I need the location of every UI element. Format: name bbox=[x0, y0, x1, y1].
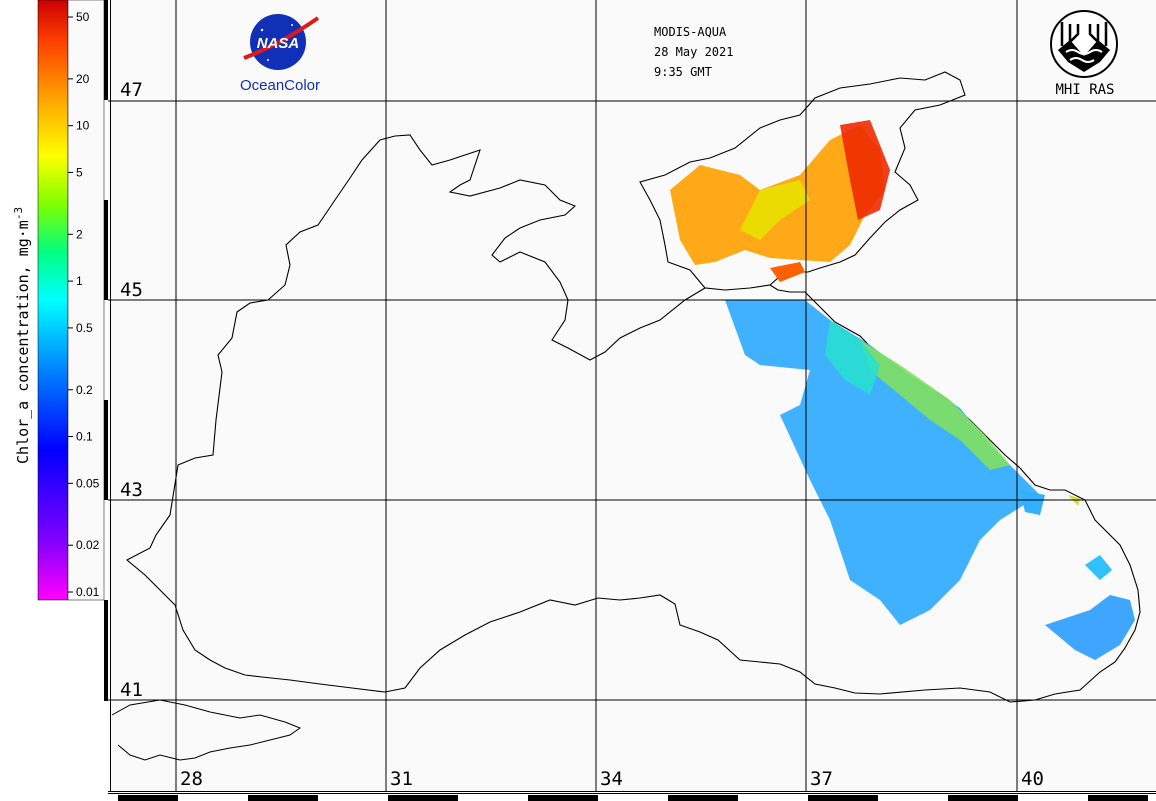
lon-label-40: 40 bbox=[1021, 768, 1044, 790]
bottom-ruler bbox=[118, 795, 1148, 801]
map-background bbox=[108, 0, 1156, 792]
colorbar bbox=[37, 0, 69, 601]
svg-text:NASA: NASA bbox=[257, 35, 300, 52]
colorbar-tick-label: 0.01 bbox=[76, 585, 100, 599]
left-frame-line bbox=[110, 0, 111, 792]
colorbar-tick-label: 0.05 bbox=[76, 476, 100, 490]
colorbar-tick-label: 0.1 bbox=[76, 430, 93, 444]
colorbar-tick-label: 10 bbox=[76, 119, 90, 133]
mhi-ras-logo bbox=[1050, 10, 1118, 78]
azov-sea-coastline bbox=[639, 71, 966, 289]
colorbar-tick-label: 20 bbox=[76, 72, 90, 86]
oceancolor-text: OceanColor bbox=[240, 77, 320, 94]
colorbar-title: Chlor_a concentration, mg·m-3 bbox=[12, 207, 32, 464]
colorbar-tick-label: 50 bbox=[76, 10, 90, 24]
caucasus-coast-green-patch bbox=[860, 340, 1010, 470]
nasa-logo: NASA bbox=[243, 14, 320, 70]
georgia-coast-patch bbox=[1045, 595, 1135, 660]
chlorophyll-data-layer bbox=[670, 120, 1135, 660]
left-ruler-ticks bbox=[104, 100, 108, 600]
east-coast-patch bbox=[1020, 490, 1045, 515]
lon-label-37: 37 bbox=[810, 768, 833, 790]
black-sea-coastline bbox=[126, 134, 1141, 703]
lat-label-41: 41 bbox=[120, 679, 143, 701]
azov-east-red-patch bbox=[840, 120, 890, 220]
lat-label-45: 45 bbox=[120, 279, 143, 301]
satellite-name: MODIS-AQUA bbox=[654, 25, 727, 39]
colorbar-tick-label: 0.5 bbox=[76, 321, 93, 335]
mhi-ras-text: MHI RAS bbox=[1055, 82, 1114, 98]
lat-label-47: 47 bbox=[120, 79, 143, 101]
colorbar-tick-label: 2 bbox=[76, 227, 83, 241]
acquisition-date: 28 May 2021 bbox=[654, 45, 733, 59]
map-grid bbox=[108, 0, 1156, 792]
bottom-frame-line bbox=[108, 791, 1156, 792]
colorbar-tick-label: 5 bbox=[76, 165, 83, 179]
colorbar-label-panel bbox=[67, 0, 105, 601]
lon-label-31: 31 bbox=[390, 768, 413, 790]
azov-yellow-patch bbox=[740, 180, 810, 240]
lon-label-28: 28 bbox=[180, 768, 203, 790]
colorbar-tick-label: 0.02 bbox=[76, 538, 100, 552]
kerch-patch bbox=[770, 262, 805, 282]
caucasus-coast-patch bbox=[725, 300, 1040, 625]
colorbar-tick-label: 1 bbox=[76, 274, 83, 288]
marmara-coastline bbox=[111, 699, 302, 761]
colorbar-tick-label: 0.2 bbox=[76, 383, 93, 397]
colorbar-ticks: 50 20 10 5 2 1 0.5 0.2 0.1 0.05 0.02 0.01 bbox=[68, 10, 100, 599]
georgia-north-patch bbox=[1085, 555, 1112, 580]
caucasus-coast-cyan-patch bbox=[825, 320, 880, 395]
lon-label-34: 34 bbox=[600, 768, 623, 790]
lat-label-43: 43 bbox=[120, 479, 143, 501]
acquisition-time: 9:35 GMT bbox=[654, 65, 712, 79]
